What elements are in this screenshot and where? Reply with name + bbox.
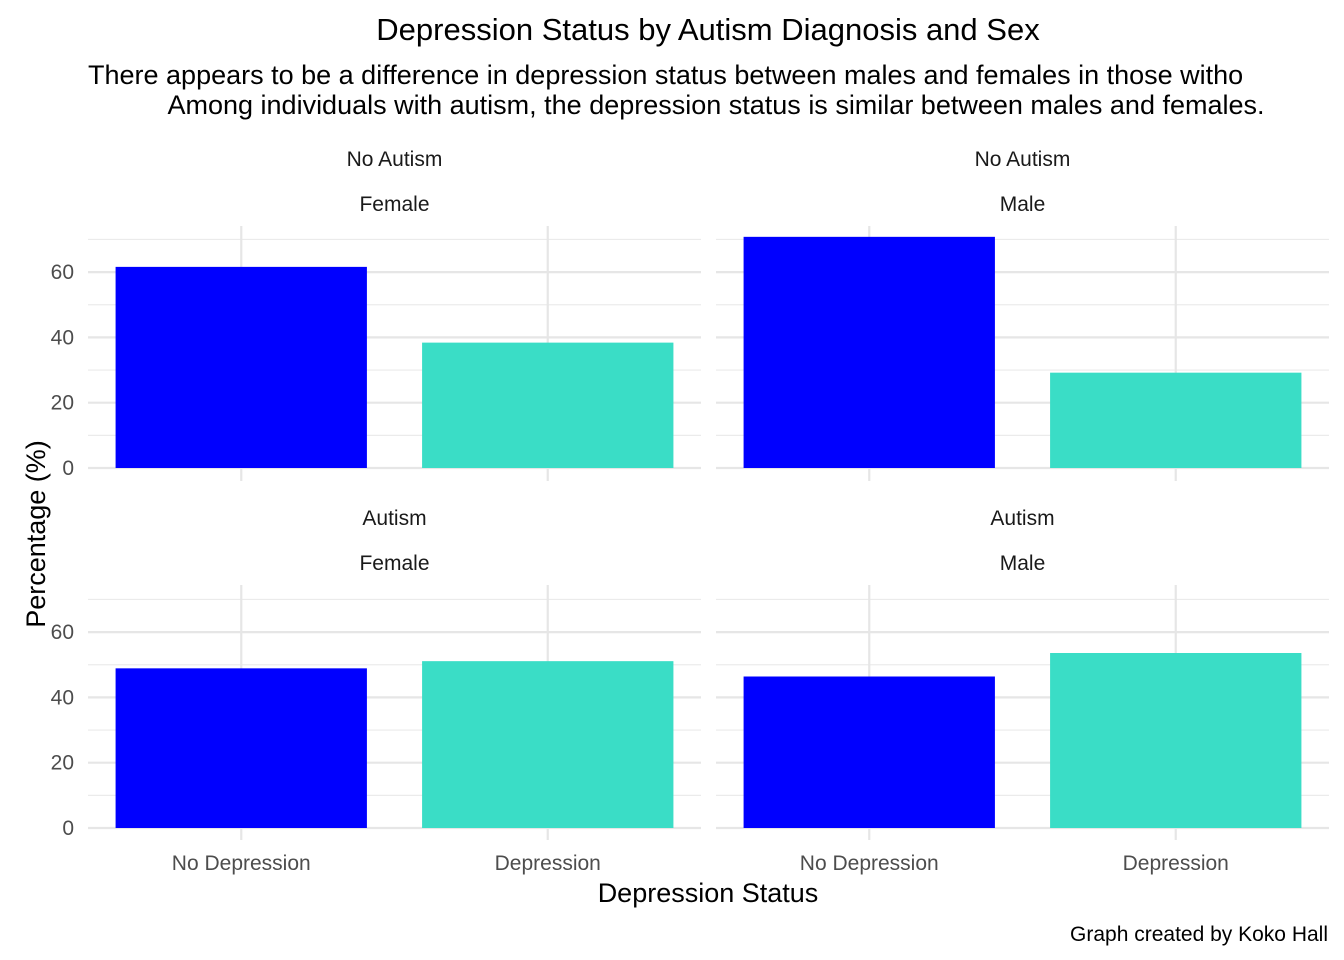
x-tick-label: Depression (1123, 852, 1229, 875)
y-tick-label: 20 (51, 752, 74, 775)
bar-depression (1050, 372, 1302, 468)
facet-panel-2: Autism Female 0 20 40 60 No Depression Depressi… (51, 507, 701, 875)
y-tick-label: 0 (62, 817, 74, 840)
y-tick-label: 60 (51, 261, 74, 284)
facet-strip-col-label: Female (359, 552, 429, 575)
chart-subtitle-line-1: There appears to be a difference in depr… (88, 60, 1243, 90)
y-tick-label: 40 (51, 326, 74, 349)
bar-depression (1050, 652, 1302, 828)
facet-strip-row-label: No Autism (347, 148, 443, 171)
chart-title: Depression Status by Autism Diagnosis an… (376, 12, 1040, 47)
x-tick-label: No Depression (800, 852, 939, 875)
bar-no-depression (743, 236, 995, 468)
bar-no-depression (115, 668, 367, 828)
facet-panel-3: Autism Male No Depression Depression (716, 507, 1329, 875)
y-tick-label: 0 (62, 457, 74, 480)
chart-caption: Graph created by Koko Hall (1070, 923, 1328, 946)
facet-panel-1: No Autism Male (716, 148, 1329, 481)
y-axis-title: Percentage (%) (21, 440, 51, 628)
y-tick-label: 60 (51, 621, 74, 644)
facet-strip-row-label: Autism (990, 507, 1054, 530)
y-tick-label: 40 (51, 686, 74, 709)
x-axis-title: Depression Status (598, 878, 819, 908)
facet-strip-row-label: Autism (362, 507, 426, 530)
chart-subtitle-line-2: Among individuals with autism, the depre… (167, 90, 1264, 120)
facet-strip-col-label: Male (1000, 552, 1046, 575)
y-tick-label: 20 (51, 392, 74, 415)
bar-no-depression (115, 266, 367, 468)
facet-strip-row-label: No Autism (975, 148, 1071, 171)
facet-strip-col-label: Male (1000, 193, 1046, 216)
x-tick-label: Depression (495, 852, 601, 875)
bar-depression (422, 342, 674, 468)
x-tick-label: No Depression (172, 852, 311, 875)
bar-depression (422, 661, 674, 828)
facet-strip-col-label: Female (359, 193, 429, 216)
bar-no-depression (743, 676, 995, 828)
facet-panel-0: No Autism Female 0 20 40 60 (51, 148, 701, 481)
